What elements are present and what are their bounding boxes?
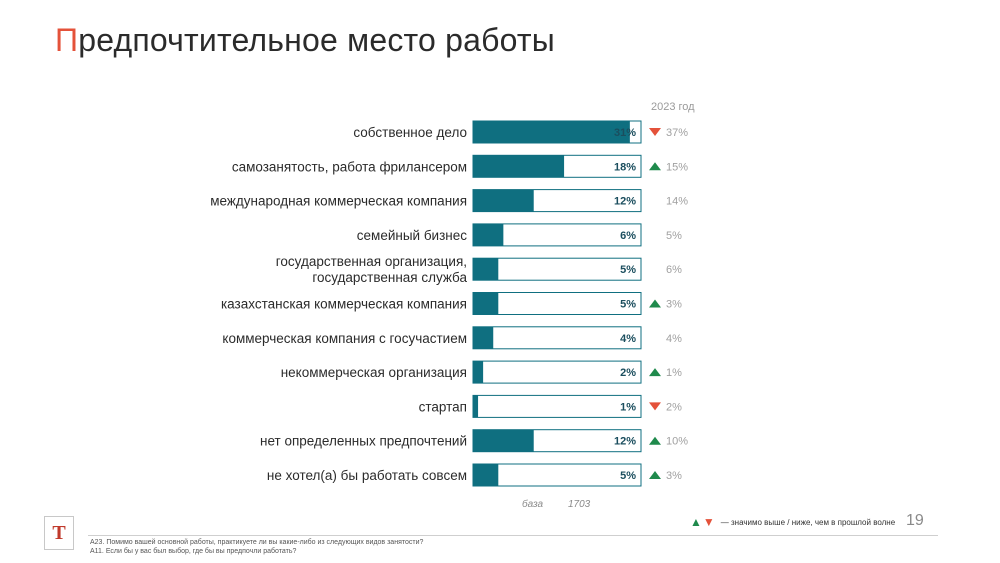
category-label: казахстанская коммерческая компания xyxy=(221,297,467,312)
arrow-up-icon xyxy=(649,368,661,377)
bar xyxy=(473,395,479,418)
previous-year-value: 5% xyxy=(666,230,682,242)
bar xyxy=(473,155,565,178)
page-title: Предпочтительное место работы xyxy=(55,22,555,59)
bar xyxy=(473,464,499,486)
bar-value-label: 18% xyxy=(614,161,636,173)
bar xyxy=(473,258,499,281)
previous-year-value: 2% xyxy=(666,401,682,413)
footnote-1: A23. Помимо вашей основной работы, практ… xyxy=(90,539,424,546)
previous-year-value: 1% xyxy=(666,367,682,379)
category-label: государственная служба xyxy=(312,270,467,285)
category-label: семейный бизнес xyxy=(357,228,467,243)
bar-value-label: 4% xyxy=(620,333,636,345)
bar xyxy=(473,189,534,212)
bar xyxy=(473,292,499,315)
category-label: самозанятость, работа фрилансером xyxy=(232,159,467,174)
arrow-up-icon xyxy=(649,436,661,445)
legend-arrows: ▲ ▼ xyxy=(690,516,715,528)
base-label: база xyxy=(522,498,544,510)
bar xyxy=(473,121,630,143)
arrow-up-icon xyxy=(649,162,661,171)
previous-year-value: 10% xyxy=(666,436,688,448)
base-value: 1703 xyxy=(568,499,591,510)
category-label: не хотел(а) бы работать совсем xyxy=(267,468,467,483)
bar-track xyxy=(472,360,642,384)
arrow-down-icon xyxy=(649,128,661,136)
category-label: нет определенных предпочтений xyxy=(260,434,467,449)
arrow-up-icon: ▲ xyxy=(690,515,702,529)
page-number: 19 xyxy=(906,512,924,529)
previous-year-value: 37% xyxy=(666,127,688,139)
category-label: некоммерческая организация xyxy=(281,365,467,380)
bar-value-label: 12% xyxy=(614,196,636,208)
legend-text: — значимо выше / ниже, чем в прошлой вол… xyxy=(720,517,896,527)
category-label: стартап xyxy=(419,399,467,414)
bar-value-label: 2% xyxy=(620,367,636,379)
footnote-2: A11. Если бы у вас был выбор, где бы вы … xyxy=(90,548,297,555)
arrow-up-icon xyxy=(649,471,661,479)
bar xyxy=(473,326,494,349)
bar-value-label: 5% xyxy=(620,299,636,311)
brand-logo: T xyxy=(44,516,74,550)
footnotes: A23. Помимо вашей основной работы, практ… xyxy=(90,538,423,556)
arrow-down-icon xyxy=(649,402,661,411)
bar-value-label: 31% xyxy=(614,127,636,139)
bar-value-label: 5% xyxy=(620,470,636,482)
category-label: государственная организация, xyxy=(276,254,467,269)
bar-value-label: 5% xyxy=(620,264,636,276)
bar-value-label: 6% xyxy=(620,230,636,242)
previous-year-value: 14% xyxy=(666,196,688,208)
footer-divider xyxy=(88,535,938,536)
bar xyxy=(473,223,504,246)
previous-year-value: 15% xyxy=(666,161,688,173)
bar-track xyxy=(472,326,642,350)
category-label: собственное дело xyxy=(353,125,467,140)
legend: ▲ ▼ — значимо выше / ниже, чем в прошлой… xyxy=(690,516,895,528)
bar-value-label: 1% xyxy=(620,401,636,413)
bar-value-label: 12% xyxy=(614,436,636,448)
title-rest: редпочтительное место работы xyxy=(78,22,555,58)
previous-year-header: 2023 год xyxy=(651,101,695,113)
arrow-down-icon: ▼ xyxy=(702,515,715,529)
bar xyxy=(473,429,534,452)
previous-year-value: 3% xyxy=(666,470,682,482)
bar-track xyxy=(472,394,642,418)
previous-year-value: 6% xyxy=(666,264,682,276)
previous-year-value: 4% xyxy=(666,333,682,345)
title-first-letter: П xyxy=(55,22,79,58)
previous-year-value: 3% xyxy=(666,299,682,311)
arrow-up-icon xyxy=(649,299,661,308)
bar xyxy=(473,361,484,384)
category-label: коммерческая компания с госучастием xyxy=(222,331,467,346)
category-label: международная коммерческая компания xyxy=(210,194,467,209)
